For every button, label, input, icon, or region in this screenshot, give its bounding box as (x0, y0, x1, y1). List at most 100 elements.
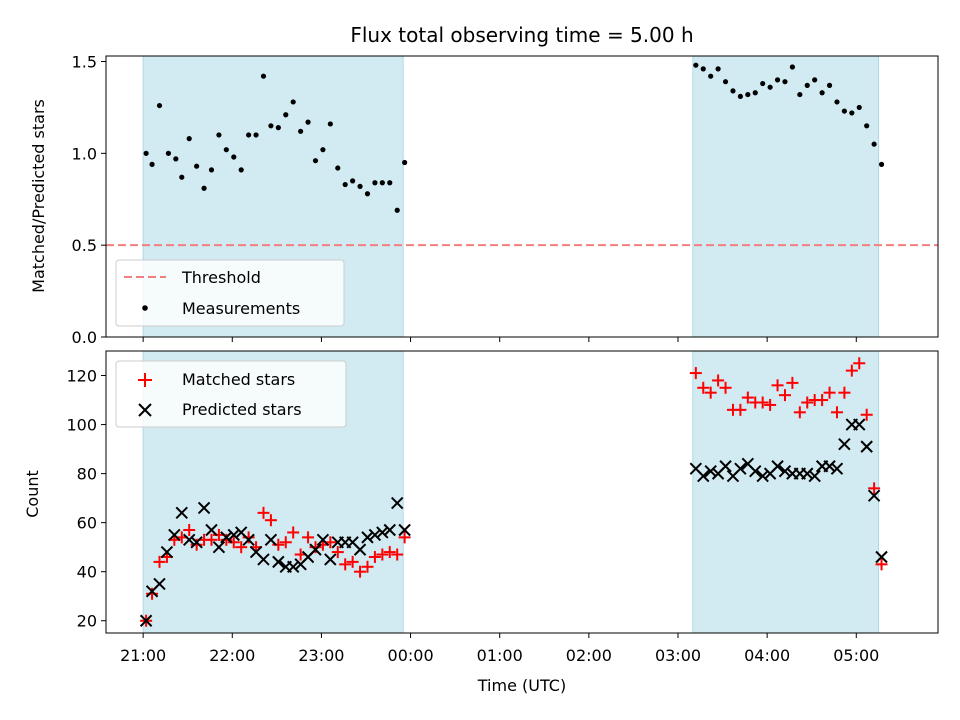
measurement-point (246, 132, 252, 138)
predicted-star-point (264, 533, 278, 547)
measurement-point (722, 79, 729, 85)
predicted-star-point (853, 418, 866, 431)
matched-star-point (354, 565, 367, 578)
measurement-points (143, 62, 885, 213)
measurement-point (730, 88, 736, 94)
measurement-point (774, 77, 781, 83)
matched-star-point (845, 364, 858, 377)
measurement-point (283, 112, 289, 118)
predicted-star-point (361, 531, 374, 544)
x-axis-label: Time (UTC) (477, 676, 566, 695)
measurement-point (305, 119, 311, 125)
predicted-star-point (719, 460, 732, 473)
y-axis-ticks-bottom: 20 40 60 80 100 120 (66, 367, 106, 631)
measurement-point (327, 121, 333, 127)
legend-measurements-swatch (142, 305, 148, 311)
measurement-point (201, 185, 207, 191)
measurement-point (856, 104, 862, 111)
matched-star-point (205, 533, 218, 546)
matched-star-point (816, 394, 829, 407)
matched-star-point (227, 536, 240, 549)
matched-star-point (146, 587, 159, 600)
matched-star-point (346, 555, 359, 568)
predicted-star-point (867, 489, 881, 502)
matched-star-point (830, 406, 843, 419)
measurement-point (387, 180, 393, 186)
predicted-star-point (257, 553, 270, 566)
predicted-star-point (316, 533, 330, 547)
predicted-star-point (838, 437, 851, 451)
y-tick-label: 60 (77, 514, 97, 533)
matched-star-point (764, 398, 777, 411)
measurement-point (826, 82, 833, 88)
predicted-star-point (286, 560, 300, 573)
y-axis-label-top: Matched/Predicted stars (29, 99, 48, 293)
x-tick-label: 00:00 (388, 646, 434, 665)
predicted-star-point (168, 528, 181, 542)
legend-threshold-label: Threshold (181, 268, 261, 287)
measurement-point (342, 181, 348, 188)
matched-star-point (272, 538, 285, 551)
predicted-star-point (175, 506, 188, 520)
legend-matched-label: Matched stars (182, 370, 295, 389)
measurement-point (767, 84, 773, 90)
predicted-star-point (697, 469, 710, 483)
y-tick-label: 80 (77, 465, 97, 484)
matched-star-point (398, 531, 411, 544)
legend-predicted-swatch (138, 403, 152, 417)
matched-star-point (257, 506, 270, 519)
measurement-point (149, 161, 155, 167)
predicted-star-point (197, 501, 211, 515)
measurement-point (364, 191, 371, 197)
predicted-star-point (182, 533, 196, 547)
measurement-point (745, 91, 751, 98)
y-tick-label: 120 (66, 367, 97, 386)
count-panel: 20 40 60 80 100 120 21:00 22:00 23:00 00:00 01:00… (23, 350, 939, 695)
matched-star-point (704, 386, 717, 399)
matched-star-point (823, 386, 836, 399)
plot-frame-top (105, 55, 939, 338)
measurement-point (194, 163, 200, 169)
measurement-point (186, 136, 192, 142)
matched-star-point (712, 374, 725, 387)
predicted-star-point (390, 496, 404, 510)
measurement-point (878, 161, 885, 167)
matched-star-point (361, 560, 374, 573)
measurement-point (797, 91, 803, 98)
matched-star-point (376, 548, 389, 561)
measurement-point (812, 77, 818, 83)
matched-star-point (719, 381, 732, 394)
measurement-point (268, 123, 274, 129)
predicted-star-point (749, 464, 762, 478)
x-tick-label: 02:00 (566, 646, 612, 665)
y-axis-label-bottom: Count (23, 470, 42, 518)
measurement-point (819, 90, 825, 96)
predicted-star-point (272, 555, 285, 569)
measurement-point (394, 207, 400, 213)
measurement-point (260, 73, 267, 79)
y-tick-label: 0.5 (72, 236, 97, 255)
measurement-point (760, 80, 766, 87)
measurement-point (350, 178, 356, 184)
matched-star-point (383, 546, 396, 559)
y-tick-label: 100 (66, 416, 97, 435)
chart-title: Flux total observing time = 5.00 h (350, 23, 693, 47)
y-tick-label: 1.0 (72, 144, 97, 163)
predicted-star-point (801, 467, 814, 480)
predicted-star-point (823, 460, 836, 473)
x-tick-label: 21:00 (120, 646, 166, 665)
measurement-point (402, 159, 408, 166)
measurement-point (871, 141, 877, 147)
matched-star-point (391, 548, 404, 561)
legend-predicted-label: Predicted stars (182, 400, 302, 419)
matched-star-point (868, 482, 881, 495)
predicted-star-point (860, 440, 873, 453)
measurement-point (737, 93, 744, 100)
measurement-point (275, 125, 281, 131)
x-tick-label: 05:00 (833, 646, 879, 665)
predicted-star-point (139, 614, 153, 627)
measurement-point (700, 66, 706, 72)
measurement-point (715, 66, 721, 72)
measurement-point (379, 180, 385, 186)
